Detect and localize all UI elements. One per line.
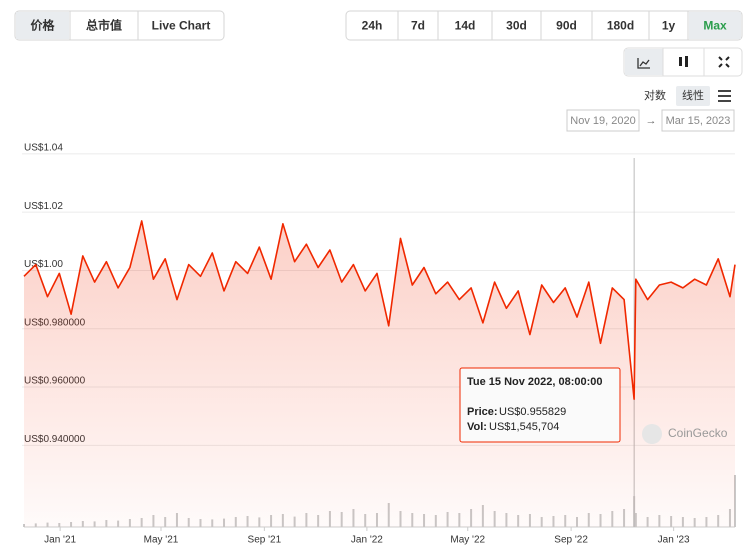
- x-tick-label: May '21: [144, 535, 179, 546]
- date-input[interactable]: [566, 109, 640, 132]
- button-label: 30d: [506, 19, 527, 33]
- area-fill: [24, 220, 735, 527]
- tooltip-title: Tue 15 Nov 2022, 08:00:00: [467, 376, 603, 388]
- watermark: CoinGecko: [668, 426, 728, 440]
- watermark-logo: [642, 424, 662, 444]
- x-tick-label: Jan '23: [658, 535, 690, 546]
- button-label: 180d: [607, 19, 634, 33]
- button-label: 14d: [455, 19, 476, 33]
- button[interactable]: 24h: [362, 19, 383, 33]
- candle-view-button[interactable]: [664, 49, 703, 75]
- button[interactable]: 30d: [491, 11, 527, 40]
- tooltip-price-label: Price:: [467, 406, 498, 418]
- icon-group: [623, 47, 743, 102]
- x-tick-label: Jan '22: [351, 535, 383, 546]
- button-group: [345, 10, 743, 41]
- tooltip-box: [459, 367, 621, 443]
- button[interactable]: 价格: [16, 12, 69, 39]
- line-icon: [637, 58, 650, 69]
- button-label: 总市值: [86, 18, 122, 33]
- button-selected-bg: [16, 12, 69, 39]
- tooltip-vol-label: Vol:: [467, 421, 487, 433]
- button-bg: [664, 49, 703, 75]
- button[interactable]: 1y: [648, 11, 676, 40]
- date-to: Mar 15, 2023: [666, 115, 731, 127]
- tooltip-vol: US$1,545,704: [489, 421, 559, 433]
- y-tick-label: US$1.00: [24, 259, 63, 270]
- price-line: [23, 220, 736, 400]
- button-label: 7d: [411, 19, 425, 33]
- button-selected-bg: [689, 12, 741, 39]
- button[interactable]: Max: [687, 11, 741, 40]
- menu-icon: [718, 90, 731, 102]
- y-tick-label: US$1.02: [24, 201, 63, 212]
- button-label: 价格: [30, 18, 55, 33]
- date-from: Nov 19, 2020: [570, 115, 635, 127]
- button-label: 90d: [556, 19, 577, 33]
- button[interactable]: 7d: [397, 11, 425, 40]
- button[interactable]: 14d: [437, 11, 476, 40]
- button-label: 1y: [662, 19, 676, 33]
- tooltip-price: US$0.955829: [499, 406, 566, 418]
- menu-button[interactable]: [718, 90, 731, 102]
- tooltip: Tue 15 Nov 2022, 08:00:00 Price: US$0.9558…: [459, 367, 621, 443]
- button[interactable]: 180d: [591, 11, 634, 40]
- button-label: 24h: [362, 19, 383, 33]
- button[interactable]: 90d: [540, 11, 577, 40]
- button-label: Max: [703, 19, 727, 33]
- scale-selected-bg: [676, 86, 710, 106]
- candle-icon: [685, 56, 688, 67]
- x-tick-label: May '22: [450, 535, 485, 546]
- scale-option[interactable]: 对数: [644, 88, 666, 102]
- x-tick-label: Sep '22: [554, 535, 588, 546]
- button[interactable]: 总市值: [69, 11, 122, 40]
- button-label: Live Chart: [152, 19, 211, 33]
- button[interactable]: Live Chart: [137, 11, 211, 40]
- y-tick-label: US$1.04: [24, 142, 63, 153]
- fullscreen-button[interactable]: [718, 56, 730, 68]
- scale-option[interactable]: 线性: [682, 88, 704, 102]
- fullscreen-icon: [718, 56, 730, 68]
- date-arrow: →: [646, 115, 657, 127]
- x-tick-label: Jan '21: [44, 535, 76, 546]
- candle-icon: [679, 57, 682, 66]
- x-tick-label: Sep '21: [248, 535, 282, 546]
- date-input[interactable]: [661, 109, 735, 132]
